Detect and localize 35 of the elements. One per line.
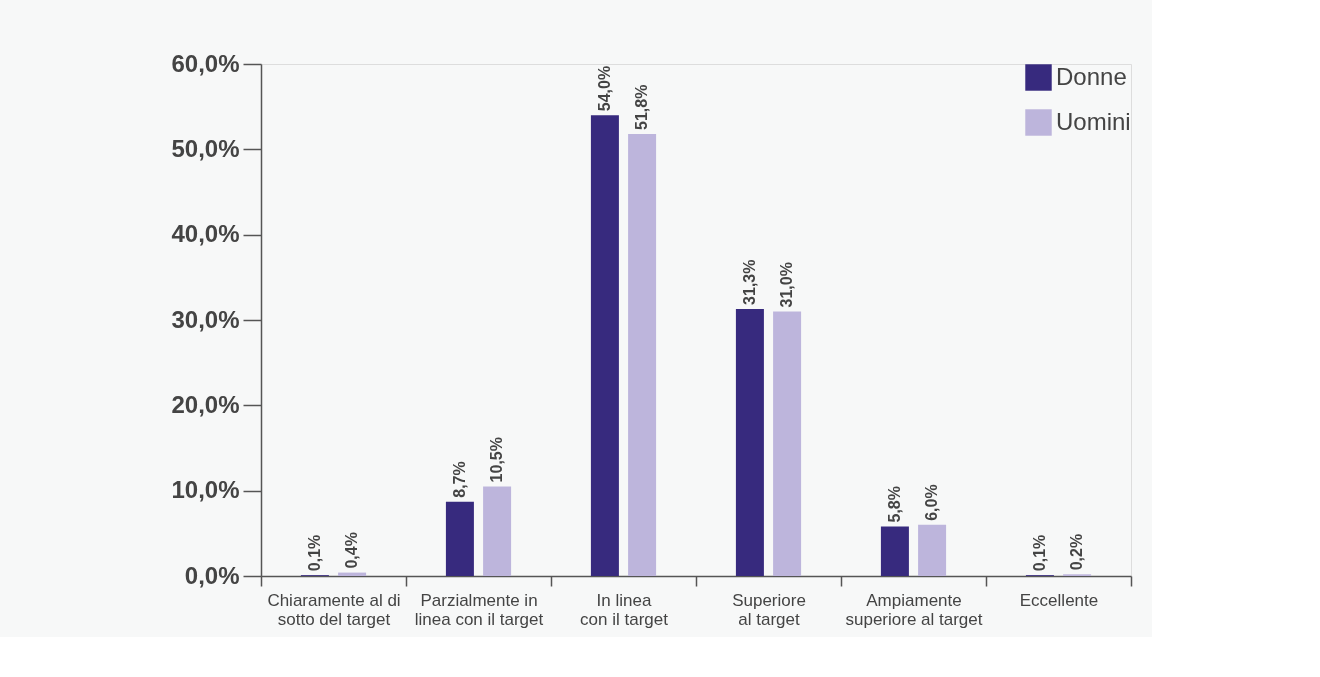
data-label: 54,0% [595,65,613,112]
x-tick-label: In linea con il target [580,590,669,629]
y-tick-label: 40,0% [171,220,240,248]
bar [445,501,474,576]
data-label: 0,4% [343,532,361,569]
bar [590,115,619,576]
y-tick-label: 50,0% [171,134,240,162]
x-tick-label: Ampiamente superiore al target [845,590,983,629]
x-tick-label: Chiaramente al di sotto del target [267,590,401,629]
bar [773,311,802,576]
y-tick-label: 20,0% [171,390,240,418]
data-label: 5,8% [885,486,903,523]
x-tick-label: Eccellente [1019,590,1099,610]
bar [880,526,909,576]
bar [918,524,947,576]
legend-label: Donne [1056,62,1127,90]
x-tick-label: Parzialmente in linea con il target [414,590,544,629]
data-label: 0,2% [1068,533,1086,571]
y-tick-label: 30,0% [171,305,240,333]
data-label: 31,3% [740,259,758,305]
bar [628,133,657,576]
data-label: 31,0% [778,262,796,308]
y-tick-label: 10,0% [171,476,240,504]
data-label: 0,1% [1030,534,1048,572]
data-label: 0,1% [305,534,323,572]
y-tick-label: 0,0% [184,561,240,589]
bar [735,308,764,576]
data-label: 6,0% [923,484,941,521]
data-label: 8,7% [450,461,468,498]
y-tick-label: 60,0% [171,49,240,77]
data-label: 51,8% [633,84,651,130]
legend-label: Uomini [1056,107,1131,135]
data-label: 10,5% [488,437,506,483]
x-tick-label: Superiore al target [732,590,806,629]
bar [483,486,512,576]
